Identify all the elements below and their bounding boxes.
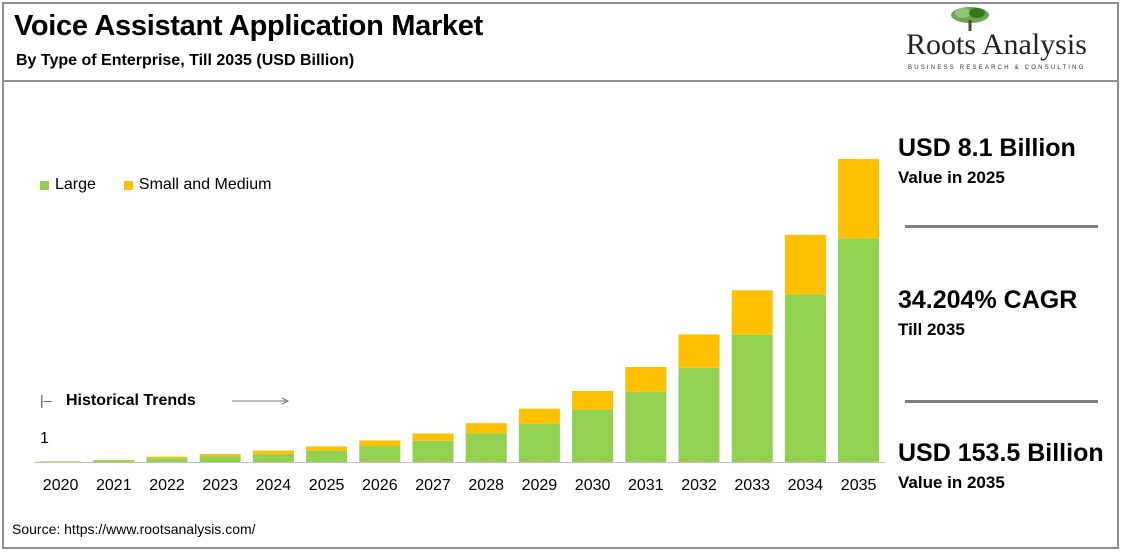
x-tick-label-2035: 2035 — [841, 477, 877, 494]
bar-small-medium-2023 — [199, 453, 241, 457]
source-note: Source: https://www.rootsanalysis.com/ — [12, 521, 256, 537]
x-tick-label-2030: 2030 — [575, 477, 611, 494]
legend-swatch-small-medium — [123, 180, 133, 190]
x-tick-label-2022: 2022 — [149, 477, 185, 494]
bar-small-medium-2028 — [465, 423, 507, 434]
roots-analysis-logo: Roots Analysis BUSINESS RESEARCH & CONSU… — [898, 6, 1110, 76]
logo-tagline: BUSINESS RESEARCH & CONSULTING — [908, 65, 1086, 71]
bar-small-medium-2022 — [146, 456, 188, 459]
bar-large-2029 — [518, 423, 560, 462]
first-bar-data-label: 1 — [40, 430, 49, 447]
tree-icon — [951, 7, 989, 31]
arrow-right-icon — [232, 397, 290, 405]
historical-trends-label: Historical Trends — [66, 392, 196, 409]
bar-small-medium-2026 — [359, 440, 401, 446]
stat-cagr: 34.204% CAGR — [898, 286, 1078, 314]
bar-large-2035 — [838, 238, 880, 462]
legend: Large Small and Medium — [40, 176, 299, 194]
legend-swatch-large — [40, 180, 49, 190]
bar-small-medium-2032 — [678, 334, 720, 368]
x-tick-label-2026: 2026 — [362, 477, 398, 494]
bar-large-2026 — [359, 445, 401, 462]
bar-small-medium-2030 — [572, 391, 614, 410]
bar-large-2031 — [625, 391, 667, 462]
bar-large-2027 — [412, 440, 454, 462]
bar-large-2030 — [572, 409, 614, 462]
x-tick-label-2032: 2032 — [681, 477, 717, 494]
stat-value-2035: USD 153.5 Billion — [898, 439, 1104, 467]
bar-large-2023 — [199, 456, 241, 462]
bar-large-2025 — [306, 450, 348, 462]
stat-divider-2 — [905, 400, 1098, 403]
historical-start-mark: |– — [40, 392, 52, 408]
x-tick-label-2024: 2024 — [256, 477, 292, 494]
x-tick-label-2031: 2031 — [628, 477, 664, 494]
x-tick-label-2027: 2027 — [415, 477, 451, 494]
stat-cagr-caption: Till 2035 — [898, 320, 965, 339]
stat-value-2025: USD 8.1 Billion — [898, 134, 1076, 162]
legend-label-small-medium: Small and Medium — [138, 176, 272, 193]
chart-subtitle: By Type of Enterprise, Till 2035 (USD Bi… — [16, 52, 355, 69]
bar-small-medium-2027 — [412, 433, 454, 441]
bar-large-2028 — [465, 433, 507, 462]
stat-value-2035-caption: Value in 2035 — [898, 473, 1005, 492]
header-divider — [2, 80, 1119, 82]
bar-small-medium-2035 — [838, 158, 880, 239]
x-tick-label-2028: 2028 — [468, 477, 504, 494]
stat-value-2025-caption: Value in 2025 — [898, 168, 1005, 187]
bar-small-medium-2031 — [625, 366, 667, 392]
x-tick-label-2023: 2023 — [202, 477, 238, 494]
bar-large-2024 — [252, 453, 294, 462]
bar-small-medium-2029 — [518, 408, 560, 424]
logo-name: Roots Analysis — [906, 28, 1087, 61]
bar-large-2033 — [731, 334, 773, 462]
chart-title: Voice Assistant Application Market — [14, 10, 483, 42]
bar-large-2022 — [146, 458, 188, 462]
bar-large-2032 — [678, 367, 720, 462]
x-tick-label-2025: 2025 — [309, 477, 345, 494]
bar-small-medium-2025 — [306, 446, 348, 451]
bar-small-medium-2034 — [784, 234, 826, 295]
x-tick-label-2029: 2029 — [522, 477, 558, 494]
legend-label-large: Large — [55, 176, 96, 193]
x-tick-label-2033: 2033 — [734, 477, 770, 494]
bar-large-2034 — [784, 294, 826, 462]
legend-item-small-medium: Small and Medium — [123, 176, 272, 194]
bar-large-2021 — [93, 460, 135, 462]
bar-small-medium-2033 — [731, 290, 773, 335]
x-tick-label-2034: 2034 — [788, 477, 824, 494]
stat-divider-1 — [905, 225, 1098, 228]
x-tick-label-2021: 2021 — [96, 477, 132, 494]
legend-item-large: Large — [40, 176, 96, 194]
x-tick-label-2020: 2020 — [43, 477, 79, 494]
bar-small-medium-2024 — [252, 450, 294, 454]
